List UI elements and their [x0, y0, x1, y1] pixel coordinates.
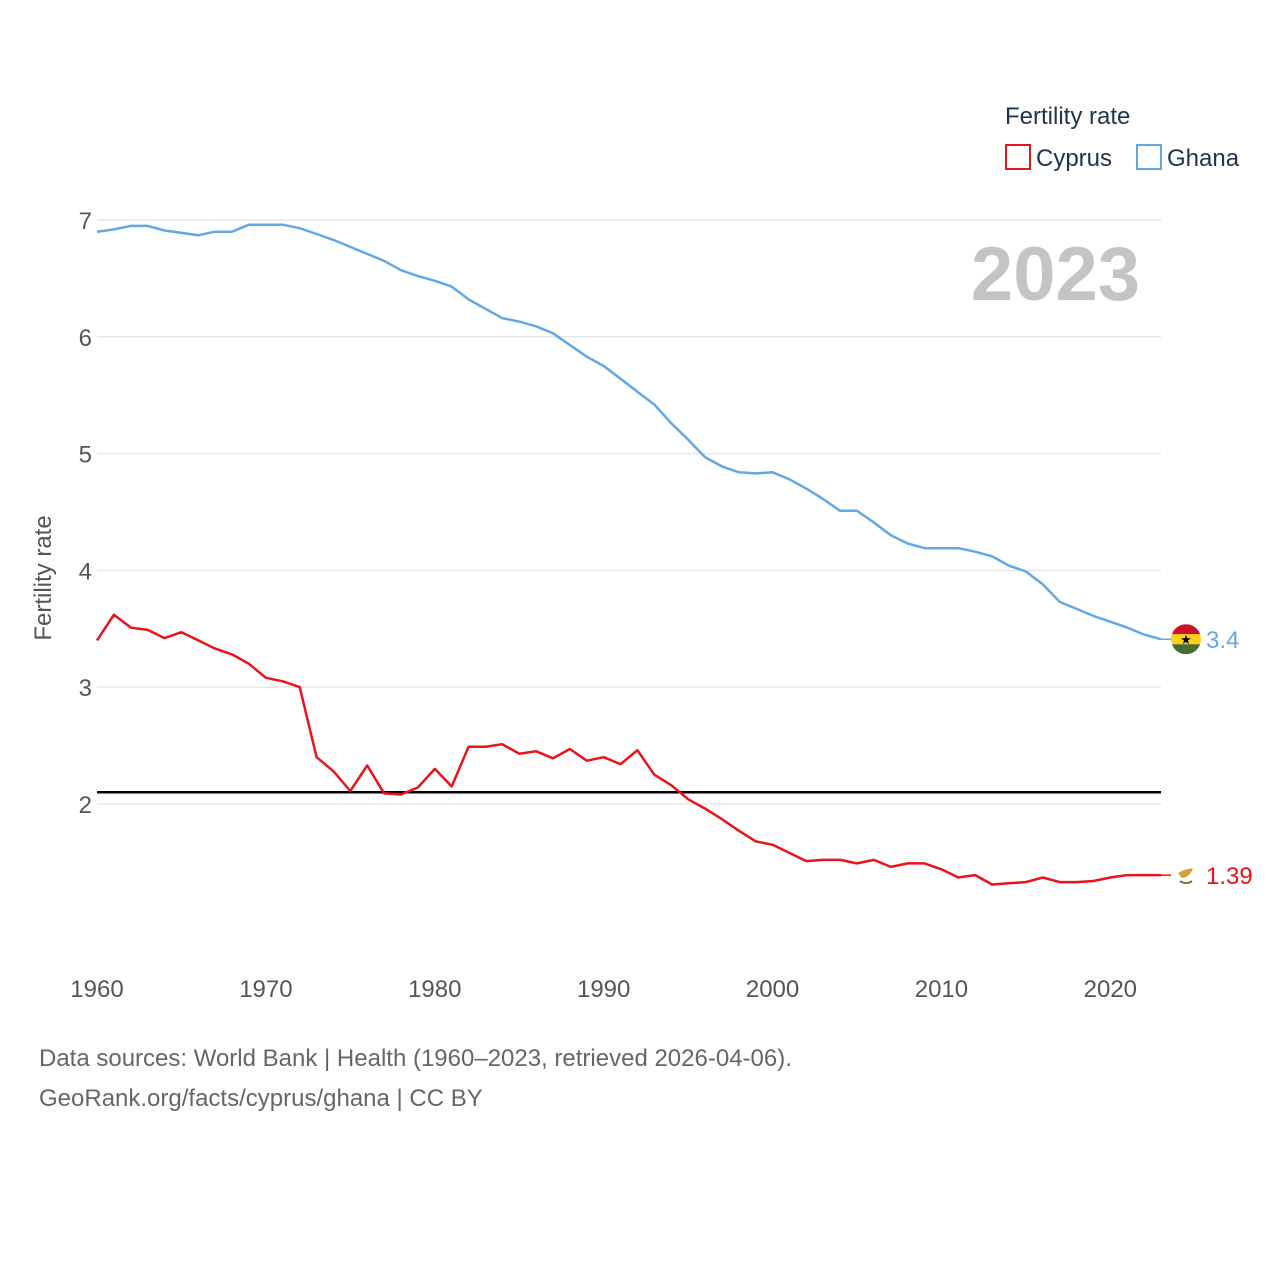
series-line-cyprus[interactable] [95, 613, 1161, 886]
legend-label-cyprus: Cyprus [1036, 145, 1112, 172]
y-tick-label-4: 4 [79, 558, 92, 585]
x-tick-label-1960: 1960 [70, 976, 123, 1003]
svg-text:★: ★ [1180, 632, 1192, 647]
legend-label-ghana: Ghana [1167, 145, 1240, 172]
y-tick-label-5: 5 [79, 442, 92, 469]
end-value-label-cyprus: 1.39 [1206, 863, 1253, 890]
y-axis-ticks: 2 3 4 5 6 7 [79, 208, 92, 819]
year-watermark: 2023 [971, 232, 1140, 317]
end-value-label-ghana: 3.4 [1206, 627, 1239, 654]
y-tick-label-7: 7 [79, 208, 92, 235]
x-tick-label-2000: 2000 [746, 976, 799, 1003]
footer-credit: GeoRank.org/facts/cyprus/ghana | CC BY [39, 1085, 483, 1112]
legend-swatch-cyprus [1005, 144, 1031, 170]
x-axis-ticks: 1960 1970 1980 1990 2000 2010 2020 [70, 976, 1137, 1003]
x-tick-label-2010: 2010 [915, 976, 968, 1003]
footer-sources: Data sources: World Bank | Health (1960–… [39, 1045, 792, 1072]
y-tick-label-3: 3 [79, 675, 92, 702]
x-tick-label-2020: 2020 [1084, 976, 1137, 1003]
gridlines [97, 219, 1161, 805]
x-tick-label-1990: 1990 [577, 976, 630, 1003]
x-tick-label-1970: 1970 [239, 976, 292, 1003]
y-tick-label-2: 2 [79, 792, 92, 819]
ghana-flag-icon: ★ [1171, 624, 1201, 655]
series-lines [95, 223, 1162, 886]
series-line-ghana[interactable] [96, 223, 1162, 641]
legend: Fertility rate Cyprus Ghana [1005, 103, 1240, 172]
cyprus-flag-icon [1171, 860, 1201, 891]
x-tick-label-1980: 1980 [408, 976, 461, 1003]
y-axis-title: Fertility rate [30, 515, 57, 640]
legend-item-cyprus[interactable]: Cyprus [1005, 144, 1112, 172]
legend-swatch-ghana [1136, 144, 1162, 170]
legend-title: Fertility rate [1005, 103, 1130, 130]
legend-item-ghana[interactable]: Ghana [1136, 144, 1240, 172]
y-tick-label-6: 6 [79, 325, 92, 352]
end-markers: 1.39 ★ 3.4 [1161, 624, 1253, 891]
